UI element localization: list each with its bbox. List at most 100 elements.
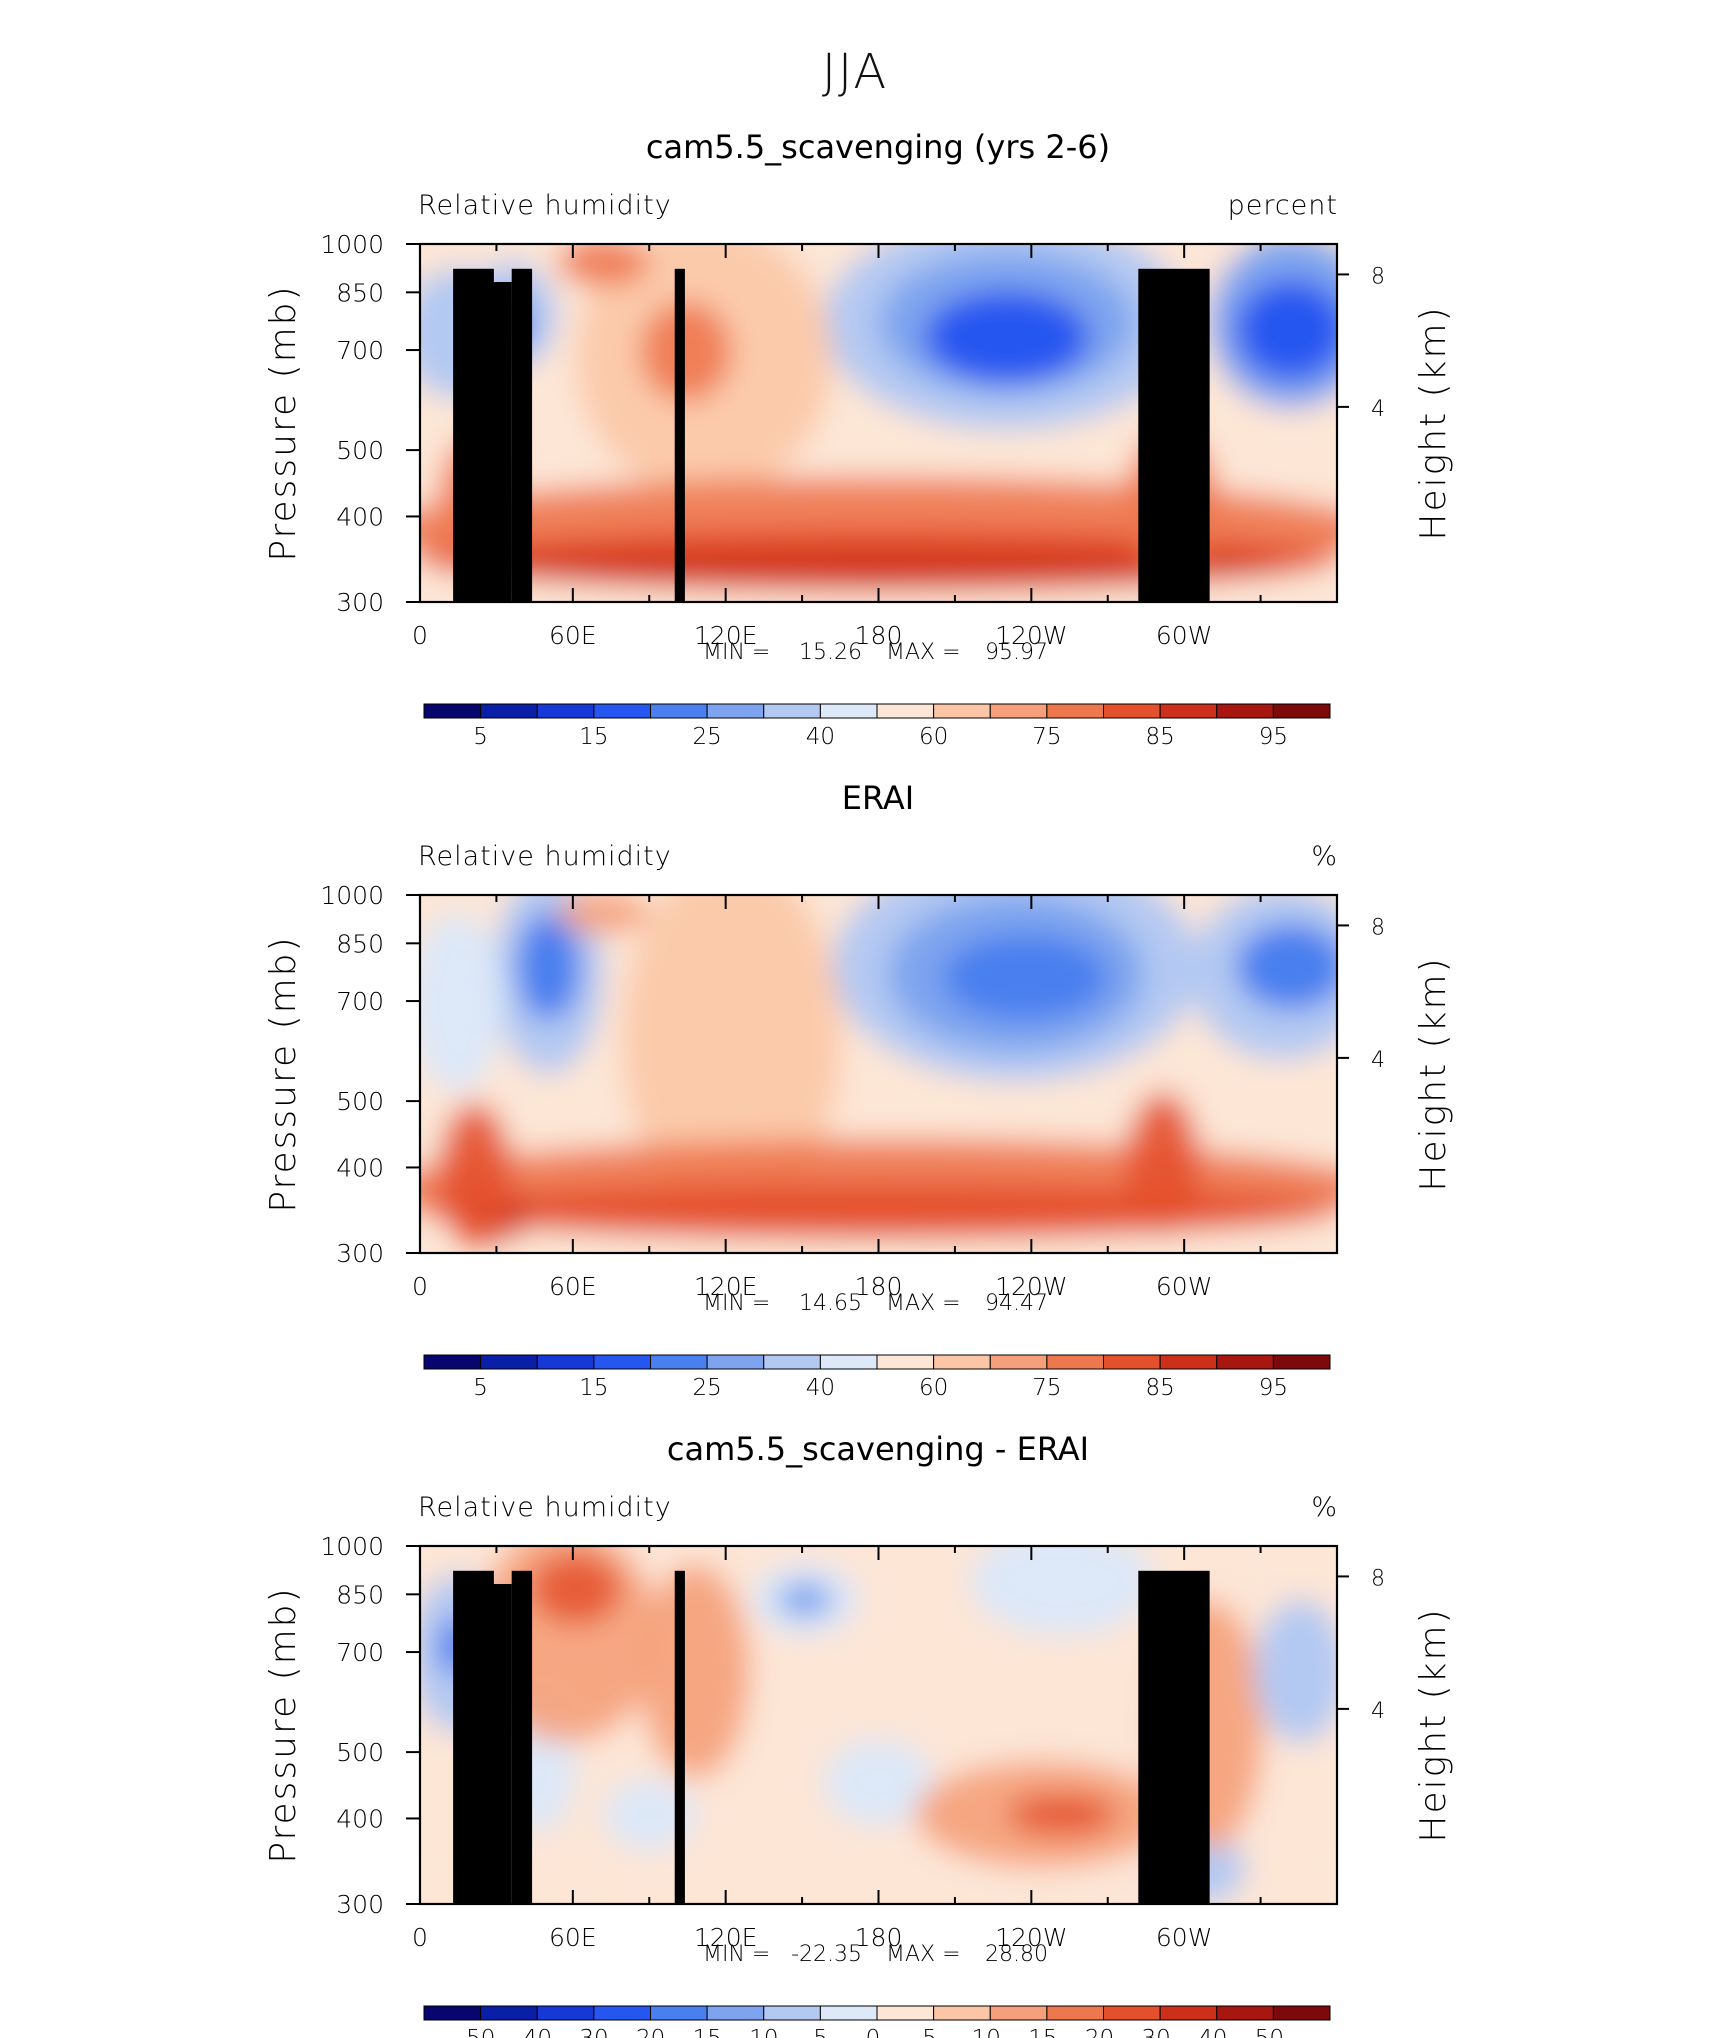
contour-region — [516, 912, 581, 1021]
height-tick-label: 8 — [1371, 1566, 1385, 1591]
x-tick-label: 0 — [412, 1272, 428, 1301]
x-tick-label: 120W — [995, 1923, 1067, 1952]
y-axis-label: Pressure (mb) — [263, 1586, 304, 1863]
terrain-mask — [674, 1570, 685, 1904]
variable-label: Relative humidity — [418, 190, 672, 221]
colorbar-swatch — [763, 1354, 821, 1370]
terrain-mask — [511, 1570, 533, 1904]
x-tick-label: 120E — [694, 1923, 758, 1952]
colorbar-label: 40 — [806, 724, 835, 750]
colorbar-swatch — [480, 2005, 538, 2021]
colorbar-label: 40 — [1198, 2026, 1227, 2038]
y-axis-label: Pressure (mb) — [263, 935, 304, 1212]
terrain-mask — [1138, 268, 1210, 602]
contour-region — [1236, 923, 1337, 1010]
x-tick-label: 0 — [412, 621, 428, 650]
contour-region — [621, 895, 842, 1218]
max-label: MAX = — [886, 1291, 961, 1316]
colorbar-label: -5 — [805, 2026, 828, 2038]
x-tick-label: 60E — [549, 1272, 597, 1301]
x-tick-label: 180 — [855, 1272, 903, 1301]
colorbar-label: 50 — [1255, 2026, 1284, 2038]
y-tick-label: 300 — [336, 588, 384, 617]
colorbar-label: -50 — [458, 2026, 496, 2038]
colorbar-swatch — [423, 2005, 482, 2021]
colorbar-swatch — [650, 1354, 708, 1370]
y-tick-label: 300 — [336, 1890, 384, 1919]
colorbar-label: 95 — [1259, 1375, 1288, 1401]
contour-region — [640, 301, 732, 402]
colorbar-label: 20 — [1085, 2026, 1114, 2038]
colorbar-swatch — [1103, 703, 1161, 719]
colorbar-label: 75 — [1032, 1375, 1061, 1401]
max-value: 95.97 — [985, 640, 1048, 665]
variable-label: Relative humidity — [418, 841, 672, 872]
min-label: MIN = — [703, 1291, 770, 1316]
colorbar-swatch — [933, 703, 991, 719]
contour-region — [603, 1778, 696, 1851]
contour-region — [970, 1546, 1154, 1636]
colorbar-swatch — [763, 703, 821, 719]
contour-region — [640, 1563, 751, 1779]
max-label: MAX = — [886, 1942, 961, 1967]
y-tick-label: 700 — [336, 987, 384, 1016]
colorbar-swatch — [876, 2005, 935, 2021]
min-value: 15.26 — [799, 640, 862, 665]
y-tick-label: 1000 — [320, 881, 384, 910]
height-tick-label: 4 — [1371, 1699, 1385, 1724]
x-tick-label: 60W — [1156, 621, 1213, 650]
min-value: -22.35 — [791, 1942, 862, 1967]
terrain-mask — [453, 1570, 494, 1904]
units-label: % — [1311, 1492, 1338, 1523]
colorbar-swatch — [480, 1354, 538, 1370]
colorbar-swatch — [423, 703, 482, 719]
colorbar-swatch — [1272, 2005, 1331, 2021]
chart-panel-2: ERAI Relative humidity % 0 60E 120E 180 120W 60W… — [263, 779, 1454, 1401]
y-tick-label: 400 — [336, 1804, 384, 1833]
contour-region — [1006, 1793, 1117, 1836]
colorbar-swatch — [706, 703, 765, 719]
colorbar-swatch — [1159, 703, 1218, 719]
colorbar-swatch — [933, 1354, 991, 1370]
colorbar-label: 30 — [1141, 2026, 1170, 2038]
colorbar-swatch — [1103, 1354, 1161, 1370]
colorbar-label: 85 — [1145, 724, 1174, 750]
contour-region — [777, 1581, 833, 1618]
contour-region — [1254, 1599, 1337, 1743]
colorbar-swatch — [763, 2005, 821, 2021]
terrain-mask — [491, 1584, 512, 1904]
colorbar-swatch — [1272, 1354, 1331, 1370]
colorbar: -50-40-30-20-15-10-505101520304050 — [423, 2005, 1331, 2038]
colorbar-label: 25 — [692, 724, 721, 750]
y-tick-label: 850 — [336, 929, 384, 958]
y-tick-label: 300 — [336, 1239, 384, 1268]
y-tick-label: 500 — [336, 1738, 384, 1767]
y-tick-label: 700 — [336, 336, 384, 365]
colorbar-label: -15 — [684, 2026, 722, 2038]
y-tick-label: 850 — [336, 1580, 384, 1609]
colorbar-label: 15 — [579, 724, 608, 750]
height-tick-label: 4 — [1371, 397, 1385, 422]
colorbar-swatch — [536, 2005, 595, 2021]
colorbar-label: 5 — [473, 1375, 488, 1401]
colorbar-swatch — [1046, 2005, 1104, 2021]
colorbar-label: -10 — [741, 2026, 779, 2038]
min-label: MIN = — [703, 1942, 770, 1967]
colorbar-swatch — [819, 2005, 878, 2021]
min-value: 14.65 — [799, 1291, 862, 1316]
colorbar-swatch — [1159, 1354, 1218, 1370]
x-tick-label: 120W — [995, 1272, 1067, 1301]
colorbar-swatch — [1216, 1354, 1274, 1370]
terrain-mask — [511, 268, 533, 602]
figure-title: JJA — [821, 44, 889, 100]
contour-region — [1126, 1091, 1200, 1236]
y-tick-label: 500 — [336, 436, 384, 465]
contour-region — [465, 548, 1292, 585]
terrain-mask — [491, 282, 512, 602]
x-tick-label: 60E — [549, 1923, 597, 1952]
colorbar-swatch — [480, 703, 538, 719]
colorbar-swatch — [536, 1354, 595, 1370]
contour-region — [557, 244, 650, 287]
colorbar-label: 0 — [866, 2026, 881, 2038]
colorbar-swatch — [1272, 703, 1331, 719]
